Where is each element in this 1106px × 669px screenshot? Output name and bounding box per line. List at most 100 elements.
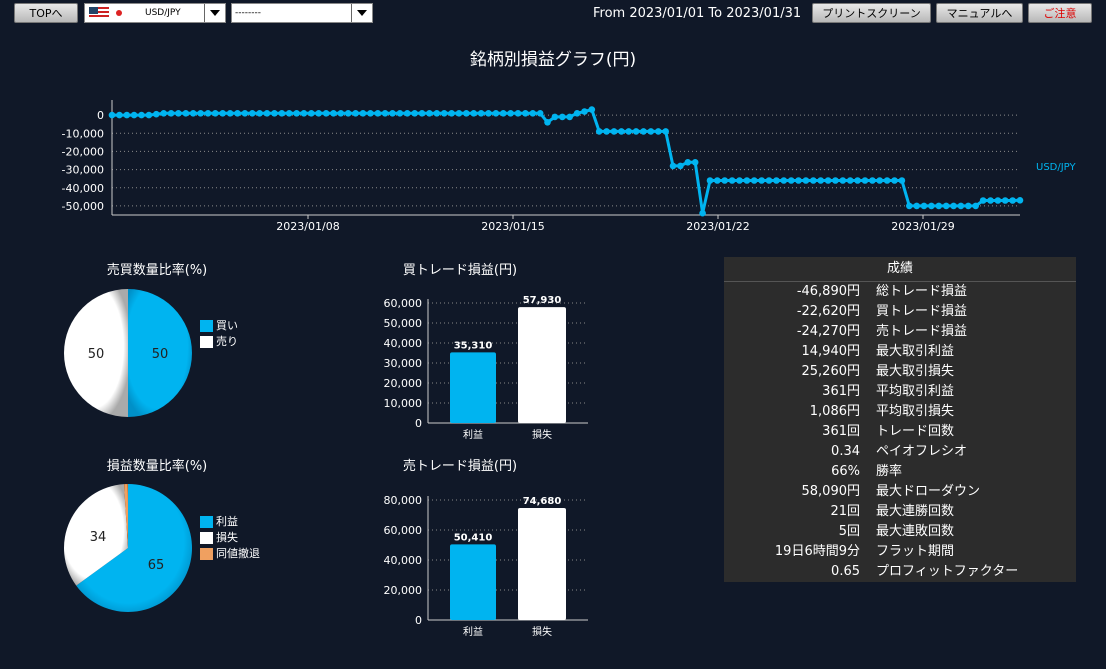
data-point [632,128,640,135]
chevron-down-icon[interactable] [351,4,372,22]
data-point [706,177,714,184]
data-point [470,110,478,117]
data-point [876,177,883,184]
stats-value: 1,086円 [809,404,860,419]
stats-label: 最大ドローダウン [876,484,981,499]
data-point [795,177,802,184]
date-range: From 2023/01/01 To 2023/01/31 [593,6,802,21]
y-tick-label: -40,000 [62,182,104,195]
data-point [640,128,647,135]
data-point [278,110,286,117]
data-point [226,110,234,117]
bar-value-label: 50,410 [454,532,493,543]
data-point [1001,197,1009,204]
data-point [618,128,625,135]
bar-value-label: 35,310 [454,340,493,351]
data-point [913,202,920,210]
stats-label: 平均取引損失 [876,404,955,419]
data-point [130,111,138,119]
us-jp-flag-icon [89,7,129,19]
bar [518,507,566,620]
data-point [1009,197,1016,204]
data-point [824,177,832,184]
y-tick-label: 20,000 [384,377,423,390]
stats-value: 21回 [830,504,860,519]
stats-panel: 成績 -46,890円 総トレード損益 -22,620円 買トレード損益 -24,270… [724,257,1076,582]
data-point [987,197,994,204]
y-tick-label: 40,000 [384,337,423,350]
data-point [293,110,300,117]
data-point [389,110,396,117]
stats-label: 最大連勝回数 [876,504,955,519]
x-category-label: 損失 [532,625,552,638]
stats-label: プロフィットファクター [876,564,1019,579]
secondary-select[interactable]: -------- [231,3,373,23]
data-point [684,159,692,166]
data-point [942,202,950,210]
data-point [285,110,293,117]
data-point [920,202,928,210]
chevron-down-icon[interactable] [204,4,225,22]
data-point [160,110,167,117]
x-tick-label: 2023/01/22 [686,220,749,233]
line-chart-title: 銘柄別損益グラフ(円) [469,50,637,70]
line-chart: 0 -10,000 -20,000 -30,000 -40,000 -50,000 2023… [62,100,1024,233]
slice-label: 50 [88,347,105,362]
stats-value: -24,270円 [796,324,860,339]
contract-button[interactable]: ご注意 [1028,3,1092,23]
bar1-title: 買トレード損益(円) [402,263,518,278]
stats-row: -46,890円 総トレード損益 [724,282,1076,302]
data-point [861,177,869,184]
top-button[interactable]: TOPへ [14,3,78,23]
data-point [182,110,190,117]
stats-row: 66% 勝率 [724,462,1076,482]
data-point [256,110,263,117]
data-point [669,162,677,170]
currency-pair-select[interactable]: USD/JPY [84,3,226,23]
data-point [367,110,374,117]
x-tick-label: 2023/01/15 [481,220,544,233]
pie1-legend: 買い 売り [200,318,238,350]
stats-label: 総トレード損益 [876,284,968,299]
data-point [810,177,817,184]
data-point [736,177,743,184]
stats-row: 19日6時間9分 フラット期間 [724,542,1076,562]
manual-button[interactable]: マニュアルへ [936,3,1023,23]
data-point [802,177,810,184]
y-tick-label: 0 [415,417,422,430]
data-point [485,110,492,117]
data-point [610,128,618,135]
print-screen-button[interactable]: プリントスクリーン [812,3,931,23]
data-point [699,209,706,217]
stats-value: 361回 [822,424,860,439]
line-legend-label: USD/JPY [1036,162,1076,173]
bar-value-label: 74,680 [523,496,562,507]
pie1-chart: 50 50 [64,289,192,417]
x-tick-label: 2023/01/08 [276,220,339,233]
data-point [536,110,544,117]
bar1-chart: 60,000 50,000 40,000 30,000 20,000 10,000 0 35,… [384,295,588,441]
data-point [426,110,433,117]
data-point [145,111,153,119]
stats-row: -24,270円 売トレード損益 [724,322,1076,342]
data-point [529,110,537,117]
data-point [108,111,116,119]
stats-label: 買トレード損益 [876,304,968,319]
stats-row: -22,620円 買トレード損益 [724,302,1076,322]
bar2-title: 売トレード損益(円) [402,459,518,474]
data-point [175,110,182,117]
data-point [404,110,411,117]
stats-row: 25,260円 最大取引損失 [724,362,1076,382]
data-point [440,110,448,117]
slice-label: 65 [148,558,165,573]
y-tick-label: -50,000 [62,200,104,213]
y-tick-label: 20,000 [384,584,423,597]
y-tick-label: 30,000 [384,357,423,370]
data-point [197,110,204,117]
data-point [234,110,241,117]
series-line-usdjpy [112,107,1021,214]
data-point [337,110,345,117]
data-point [241,110,249,117]
y-tick-label: 50,000 [384,317,423,330]
x-category-label: 利益 [463,625,483,638]
